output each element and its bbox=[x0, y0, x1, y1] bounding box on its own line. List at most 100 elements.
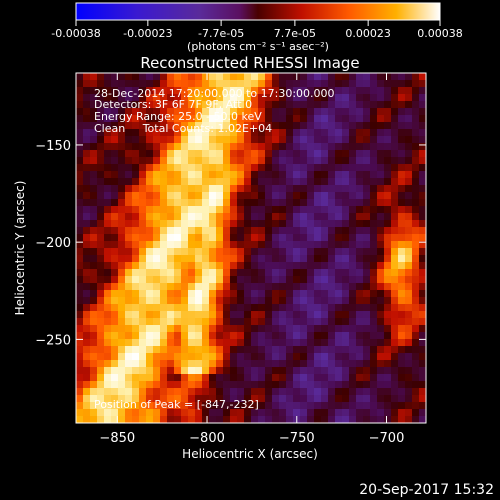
heatmap-cell bbox=[342, 73, 350, 81]
heatmap-cell bbox=[97, 199, 105, 207]
heatmap-cell bbox=[230, 276, 238, 284]
heatmap-cell bbox=[384, 108, 392, 116]
heatmap-cell bbox=[125, 360, 133, 368]
heatmap-cell bbox=[419, 87, 427, 95]
heatmap-cell bbox=[181, 318, 189, 326]
heatmap-cell bbox=[300, 143, 308, 151]
heatmap-cell bbox=[230, 150, 238, 158]
heatmap-cell bbox=[328, 199, 336, 207]
heatmap-cell bbox=[244, 199, 252, 207]
heatmap-cell bbox=[307, 94, 315, 102]
heatmap-cell bbox=[223, 227, 231, 235]
heatmap-cell bbox=[76, 346, 84, 354]
heatmap-cell bbox=[370, 122, 378, 130]
heatmap-cell bbox=[293, 241, 301, 249]
heatmap-cell bbox=[188, 234, 196, 242]
heatmap-cell bbox=[174, 332, 182, 340]
heatmap-cell bbox=[76, 276, 84, 284]
heatmap-cell bbox=[265, 248, 273, 256]
heatmap-cell bbox=[251, 381, 259, 389]
heatmap-cell bbox=[370, 402, 378, 410]
heatmap-cell bbox=[244, 80, 252, 88]
heatmap-cell bbox=[195, 192, 203, 200]
heatmap-cell bbox=[244, 290, 252, 298]
heatmap-cell bbox=[251, 157, 259, 165]
heatmap-cell bbox=[335, 311, 343, 319]
heatmap-cell bbox=[265, 115, 273, 123]
heatmap-cell bbox=[104, 241, 112, 249]
heatmap-cell bbox=[335, 220, 343, 228]
heatmap-cell bbox=[237, 402, 245, 410]
heatmap-cell bbox=[188, 213, 196, 221]
heatmap-cell bbox=[125, 367, 133, 375]
heatmap-cell bbox=[293, 220, 301, 228]
heatmap-cell bbox=[223, 129, 231, 137]
heatmap-cell bbox=[328, 115, 336, 123]
heatmap-cell bbox=[279, 409, 287, 417]
heatmap-cell bbox=[202, 136, 210, 144]
heatmap-cell bbox=[412, 94, 420, 102]
heatmap-cell bbox=[139, 255, 147, 263]
heatmap-cell bbox=[258, 122, 266, 130]
heatmap-cell bbox=[384, 101, 392, 109]
heatmap-cell bbox=[314, 108, 322, 116]
heatmap-cell bbox=[146, 108, 154, 116]
heatmap-cell bbox=[384, 220, 392, 228]
heatmap-cell bbox=[167, 87, 175, 95]
heatmap-cell bbox=[216, 108, 224, 116]
heatmap-cell bbox=[83, 367, 91, 375]
heatmap-cell bbox=[139, 129, 147, 137]
heatmap-cell bbox=[272, 129, 280, 137]
heatmap-cell bbox=[181, 283, 189, 291]
heatmap-cell bbox=[237, 192, 245, 200]
heatmap-cell bbox=[398, 122, 406, 130]
heatmap-cell bbox=[223, 360, 231, 368]
heatmap-cell bbox=[398, 276, 406, 284]
heatmap-cell bbox=[300, 346, 308, 354]
heatmap-cell bbox=[384, 136, 392, 144]
heatmap-cell bbox=[370, 311, 378, 319]
heatmap-cell bbox=[258, 255, 266, 263]
heatmap-cell bbox=[321, 353, 329, 361]
heatmap-cell bbox=[153, 416, 161, 424]
heatmap-cell bbox=[244, 339, 252, 347]
heatmap-cell bbox=[265, 353, 273, 361]
heatmap-cell bbox=[342, 269, 350, 277]
heatmap-cell bbox=[76, 213, 84, 221]
heatmap-cell bbox=[209, 297, 217, 305]
heatmap-cell bbox=[237, 339, 245, 347]
heatmap-cell bbox=[97, 94, 105, 102]
heatmap-cell bbox=[370, 80, 378, 88]
heatmap-cell bbox=[125, 416, 133, 424]
heatmap-cell bbox=[398, 80, 406, 88]
heatmap-cell bbox=[300, 339, 308, 347]
heatmap-cell bbox=[286, 115, 294, 123]
heatmap-cell bbox=[356, 304, 364, 312]
heatmap-cell bbox=[398, 227, 406, 235]
heatmap-cell bbox=[216, 374, 224, 382]
heatmap-cell bbox=[237, 290, 245, 298]
heatmap-cell bbox=[335, 192, 343, 200]
heatmap-cell bbox=[104, 346, 112, 354]
heatmap-cell bbox=[76, 108, 84, 116]
heatmap-cell bbox=[195, 311, 203, 319]
info-time-range: 28-Dec-2014 17:20:00.000 to 17:30:00.000 bbox=[94, 87, 335, 100]
heatmap-cell bbox=[356, 87, 364, 95]
heatmap-cell bbox=[202, 290, 210, 298]
heatmap-cell bbox=[237, 227, 245, 235]
heatmap-cell bbox=[293, 346, 301, 354]
heatmap-cell bbox=[265, 360, 273, 368]
heatmap-cell bbox=[132, 199, 140, 207]
heatmap-cell bbox=[83, 136, 91, 144]
heatmap-cell bbox=[251, 101, 259, 109]
heatmap-cell bbox=[118, 178, 126, 186]
heatmap-cell bbox=[286, 101, 294, 109]
heatmap-cell bbox=[104, 73, 112, 81]
heatmap-cell bbox=[251, 395, 259, 403]
heatmap-cell bbox=[349, 269, 357, 277]
heatmap-cell bbox=[209, 241, 217, 249]
heatmap-cell bbox=[237, 262, 245, 270]
heatmap-cell bbox=[272, 367, 280, 375]
heatmap-cell bbox=[349, 73, 357, 81]
heatmap-cell bbox=[244, 269, 252, 277]
